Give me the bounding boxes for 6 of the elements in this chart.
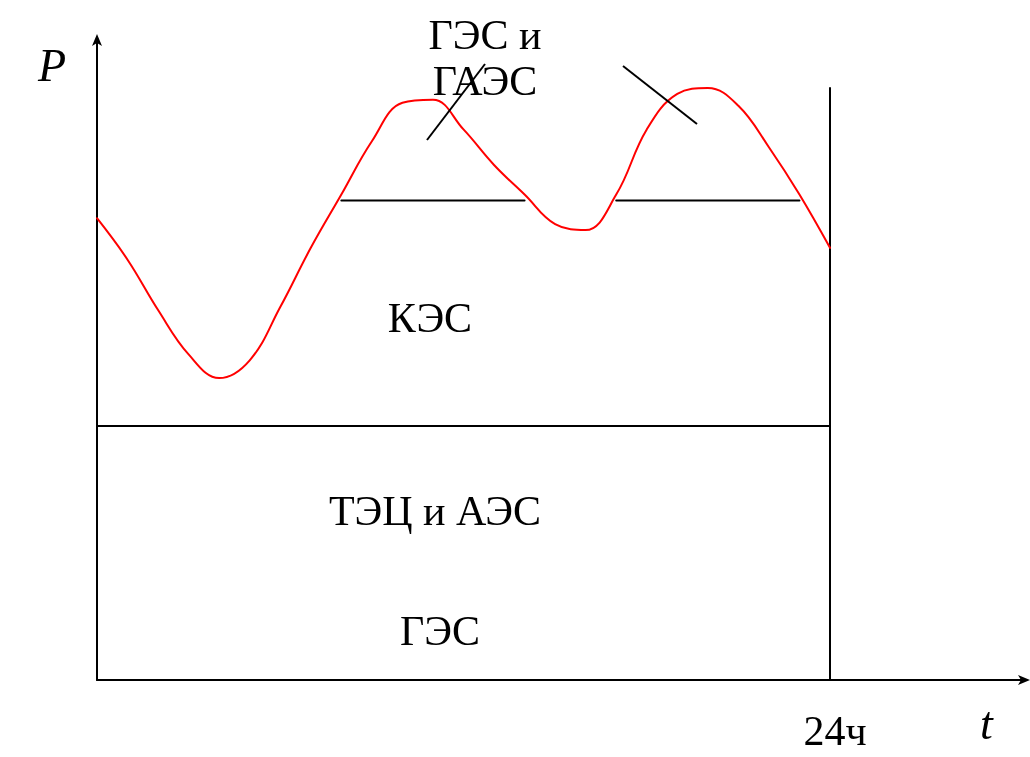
annotation: КЭС [386, 295, 474, 341]
text: 24ч [802, 708, 868, 754]
annotation: ГЭС [399, 608, 481, 654]
annotation: ТЭЦ и АЭС [327, 488, 543, 534]
y-axis-title: P [36, 39, 67, 91]
x-axis-title: t [980, 697, 994, 749]
